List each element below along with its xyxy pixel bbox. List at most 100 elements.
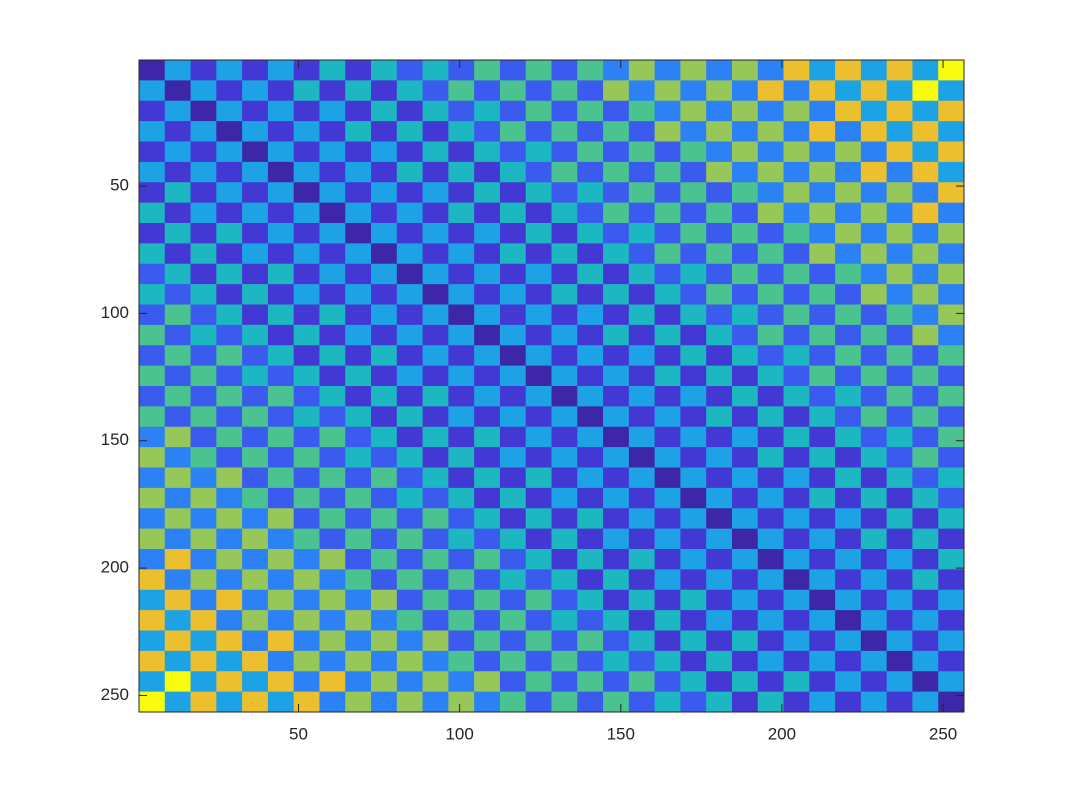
heatmap-cell [809,141,836,163]
heatmap-cell [525,630,552,652]
heatmap-cell [886,161,913,183]
heatmap-cell [938,80,965,102]
heatmap-cell [860,243,888,265]
heatmap-cell [551,426,578,448]
heatmap-cell [396,141,424,163]
heatmap-cell [912,549,939,570]
heatmap-cell [654,406,681,428]
heatmap-cell [577,243,604,265]
heatmap-cell [396,671,424,693]
heatmap-cell [396,691,424,713]
heatmap-cell [757,426,785,448]
heatmap-cell [886,549,913,570]
heatmap-cell [396,223,424,244]
heatmap-cell [499,121,527,142]
heatmap-cell [680,650,707,672]
heatmap-cell [396,630,424,652]
heatmap-cell [603,569,630,591]
heatmap-cell [783,223,810,244]
heatmap-cell [783,284,810,305]
heatmap-cell [216,426,243,448]
heatmap-cell [396,447,424,468]
heatmap-cell [731,650,759,672]
heatmap-cell [499,80,527,102]
heatmap-cell [603,386,630,407]
heatmap-cell [371,386,398,407]
heatmap-cell [783,202,810,224]
heatmap-cell [293,121,320,142]
heatmap-cell [809,630,836,652]
heatmap-cell [860,467,888,489]
x-tick-label: 150 [607,724,635,743]
heatmap-cell [242,589,269,611]
heatmap-cell [216,406,243,428]
heatmap-cell [731,691,759,713]
heatmap-cell [345,365,372,387]
heatmap-cell [216,121,243,142]
heatmap-cell [164,406,192,428]
heatmap-cell [242,141,269,163]
heatmap-cell [422,80,449,102]
heatmap-cell [886,100,913,122]
heatmap-cell [448,630,475,652]
heatmap-cell [654,121,681,142]
heatmap-cell [628,243,656,265]
heatmap-cell [474,671,501,693]
heatmap-cell [654,202,681,224]
heatmap-cell [139,406,166,428]
heatmap-cell [551,345,578,367]
heatmap-cell [577,610,604,631]
y-tick-label: 200 [101,558,129,577]
y-tick-label: 50 [110,176,129,195]
heatmap-cell [422,549,449,570]
heatmap-cell [293,365,320,387]
heatmap-cell [886,406,913,428]
heatmap-cell [783,60,810,81]
heatmap-cell [525,671,552,693]
heatmap-cell [706,569,733,591]
heatmap-cell [603,549,630,570]
heatmap-cell [242,182,269,204]
heatmap-cell [628,671,656,693]
heatmap-cell [164,671,192,693]
heatmap-cell [938,100,965,122]
heatmap-cell [809,284,836,305]
heatmap-cell [139,80,166,102]
heatmap-cell [499,610,527,631]
heatmap-cell [680,487,707,509]
heatmap-cell [474,569,501,591]
heatmap-cell [499,324,527,346]
heatmap-cell [242,121,269,142]
heatmap-cell [577,141,604,163]
heatmap-cell [371,223,398,244]
heatmap-cell [371,161,398,183]
heatmap-cell [345,182,372,204]
heatmap-cell [448,650,475,672]
heatmap-cell [938,528,965,550]
heatmap-cell [654,671,681,693]
heatmap-cell [267,365,295,387]
heatmap-cell [190,161,217,183]
heatmap-cell [680,304,707,326]
heatmap-cell [164,161,192,183]
heatmap-cell [474,365,501,387]
heatmap-cell [680,589,707,611]
heatmap-cell [267,386,295,407]
heatmap-cell [139,223,166,244]
heatmap-cell [886,671,913,693]
heatmap-cell [577,161,604,183]
heatmap-cell [371,141,398,163]
heatmap-cell [912,141,939,163]
heatmap-cell [422,691,449,713]
heatmap-cell [886,691,913,713]
heatmap-cell [628,161,656,183]
heatmap-cell [319,121,346,142]
heatmap-cell [319,630,346,652]
heatmap-cell [319,141,346,163]
heatmap-cell [706,80,733,102]
heatmap-cell [886,60,913,81]
heatmap-cell [731,304,759,326]
heatmap-cell [345,243,372,265]
heatmap-cell [628,100,656,122]
heatmap-cell [242,630,269,652]
